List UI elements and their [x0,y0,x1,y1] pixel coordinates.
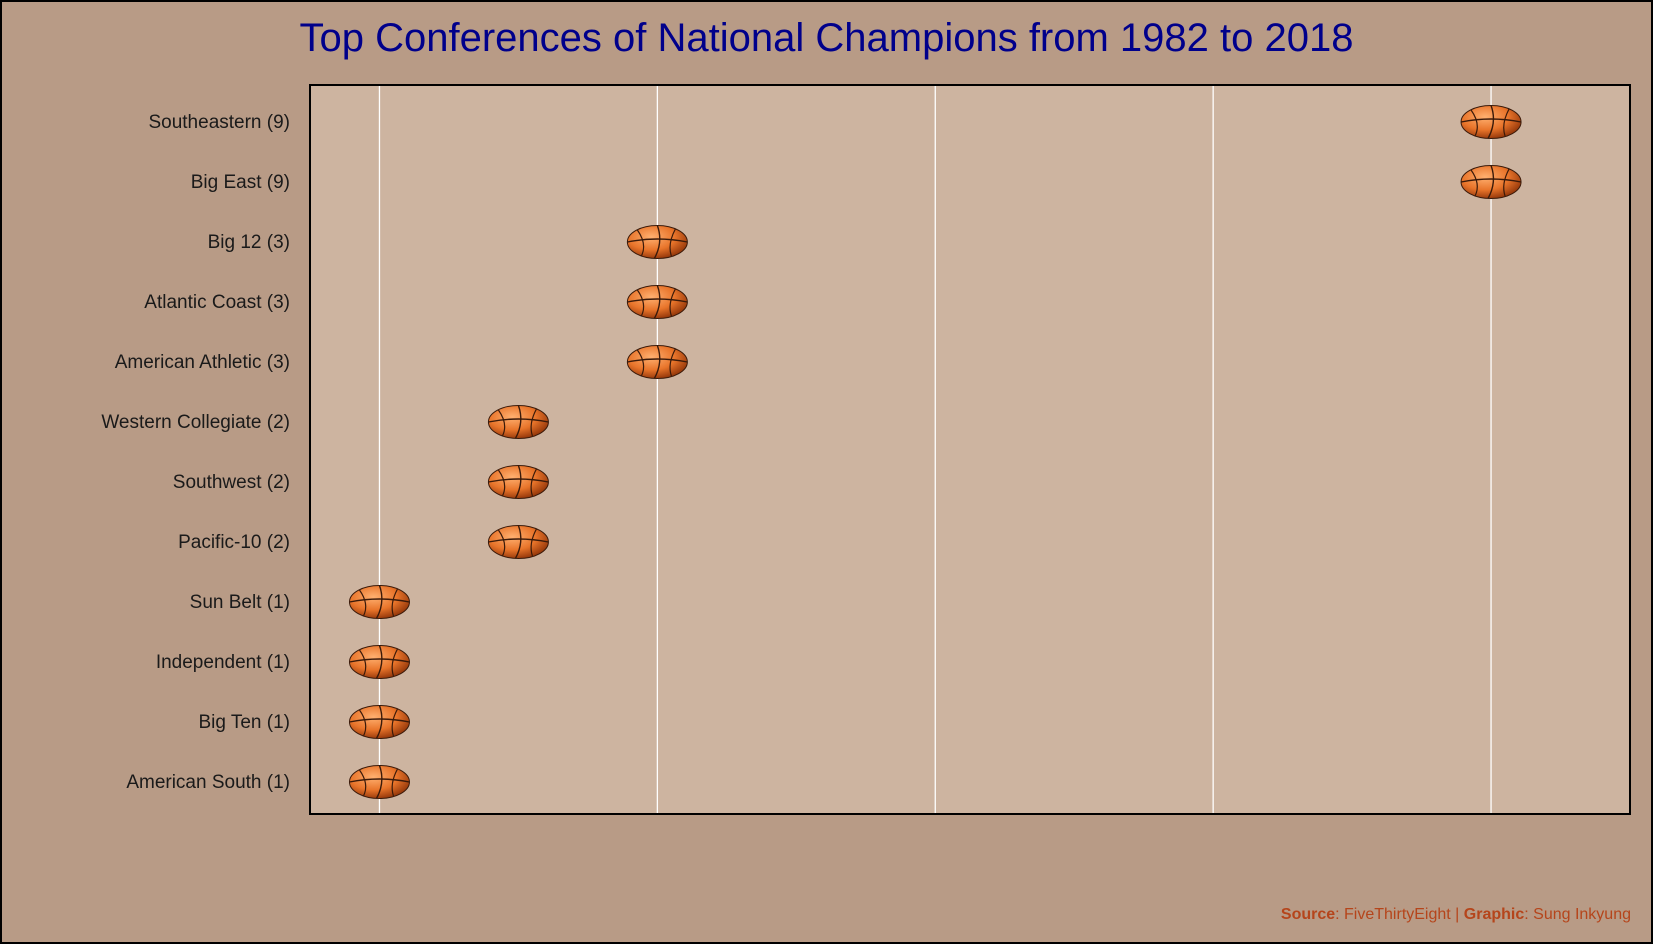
basketball-icon [348,645,410,679]
basketball-icon [487,405,549,439]
chart-caption: Source: FiveThirtyEight | Graphic: Sung … [1281,906,1631,924]
caption-source-value: : FiveThirtyEight | [1335,906,1464,923]
basketball-icon [348,705,410,739]
y-tick-label: American South (1) [126,772,290,793]
y-tick-label: Atlantic Coast (3) [144,292,290,313]
y-tick-label: Southeastern (9) [148,112,290,133]
plot-border [309,84,1631,815]
caption-source-label: Source [1280,906,1336,923]
y-tick-label: Big Ten (1) [198,712,290,733]
basketball-icon [1460,165,1522,199]
y-tick-label: Southwest (2) [173,472,290,493]
basketball-icon [626,285,688,319]
y-tick-label: Western Collegiate (2) [101,412,290,433]
y-tick-label: American Athletic (3) [115,352,290,373]
y-tick-label: Pacific-10 (2) [178,532,290,553]
caption-graphic-value: : Sung Inkyung [1524,906,1631,923]
caption-graphic-label: Graphic [1463,906,1525,923]
y-tick-label: Big East (9) [191,172,290,193]
basketball-icon [626,345,688,379]
plot-panel [310,85,1630,814]
y-tick-label: Big 12 (3) [208,232,290,253]
y-tick-label: Sun Belt (1) [190,592,290,613]
basketball-icon [1460,105,1522,139]
chart-title: Top Conferences of National Champions fr… [299,16,1354,60]
basketball-icon [487,465,549,499]
basketball-icon [348,585,410,619]
y-tick-label: Independent (1) [156,652,290,673]
basketball-icon [626,225,688,259]
basketball-icon [348,765,410,799]
basketball-icon [487,525,549,559]
